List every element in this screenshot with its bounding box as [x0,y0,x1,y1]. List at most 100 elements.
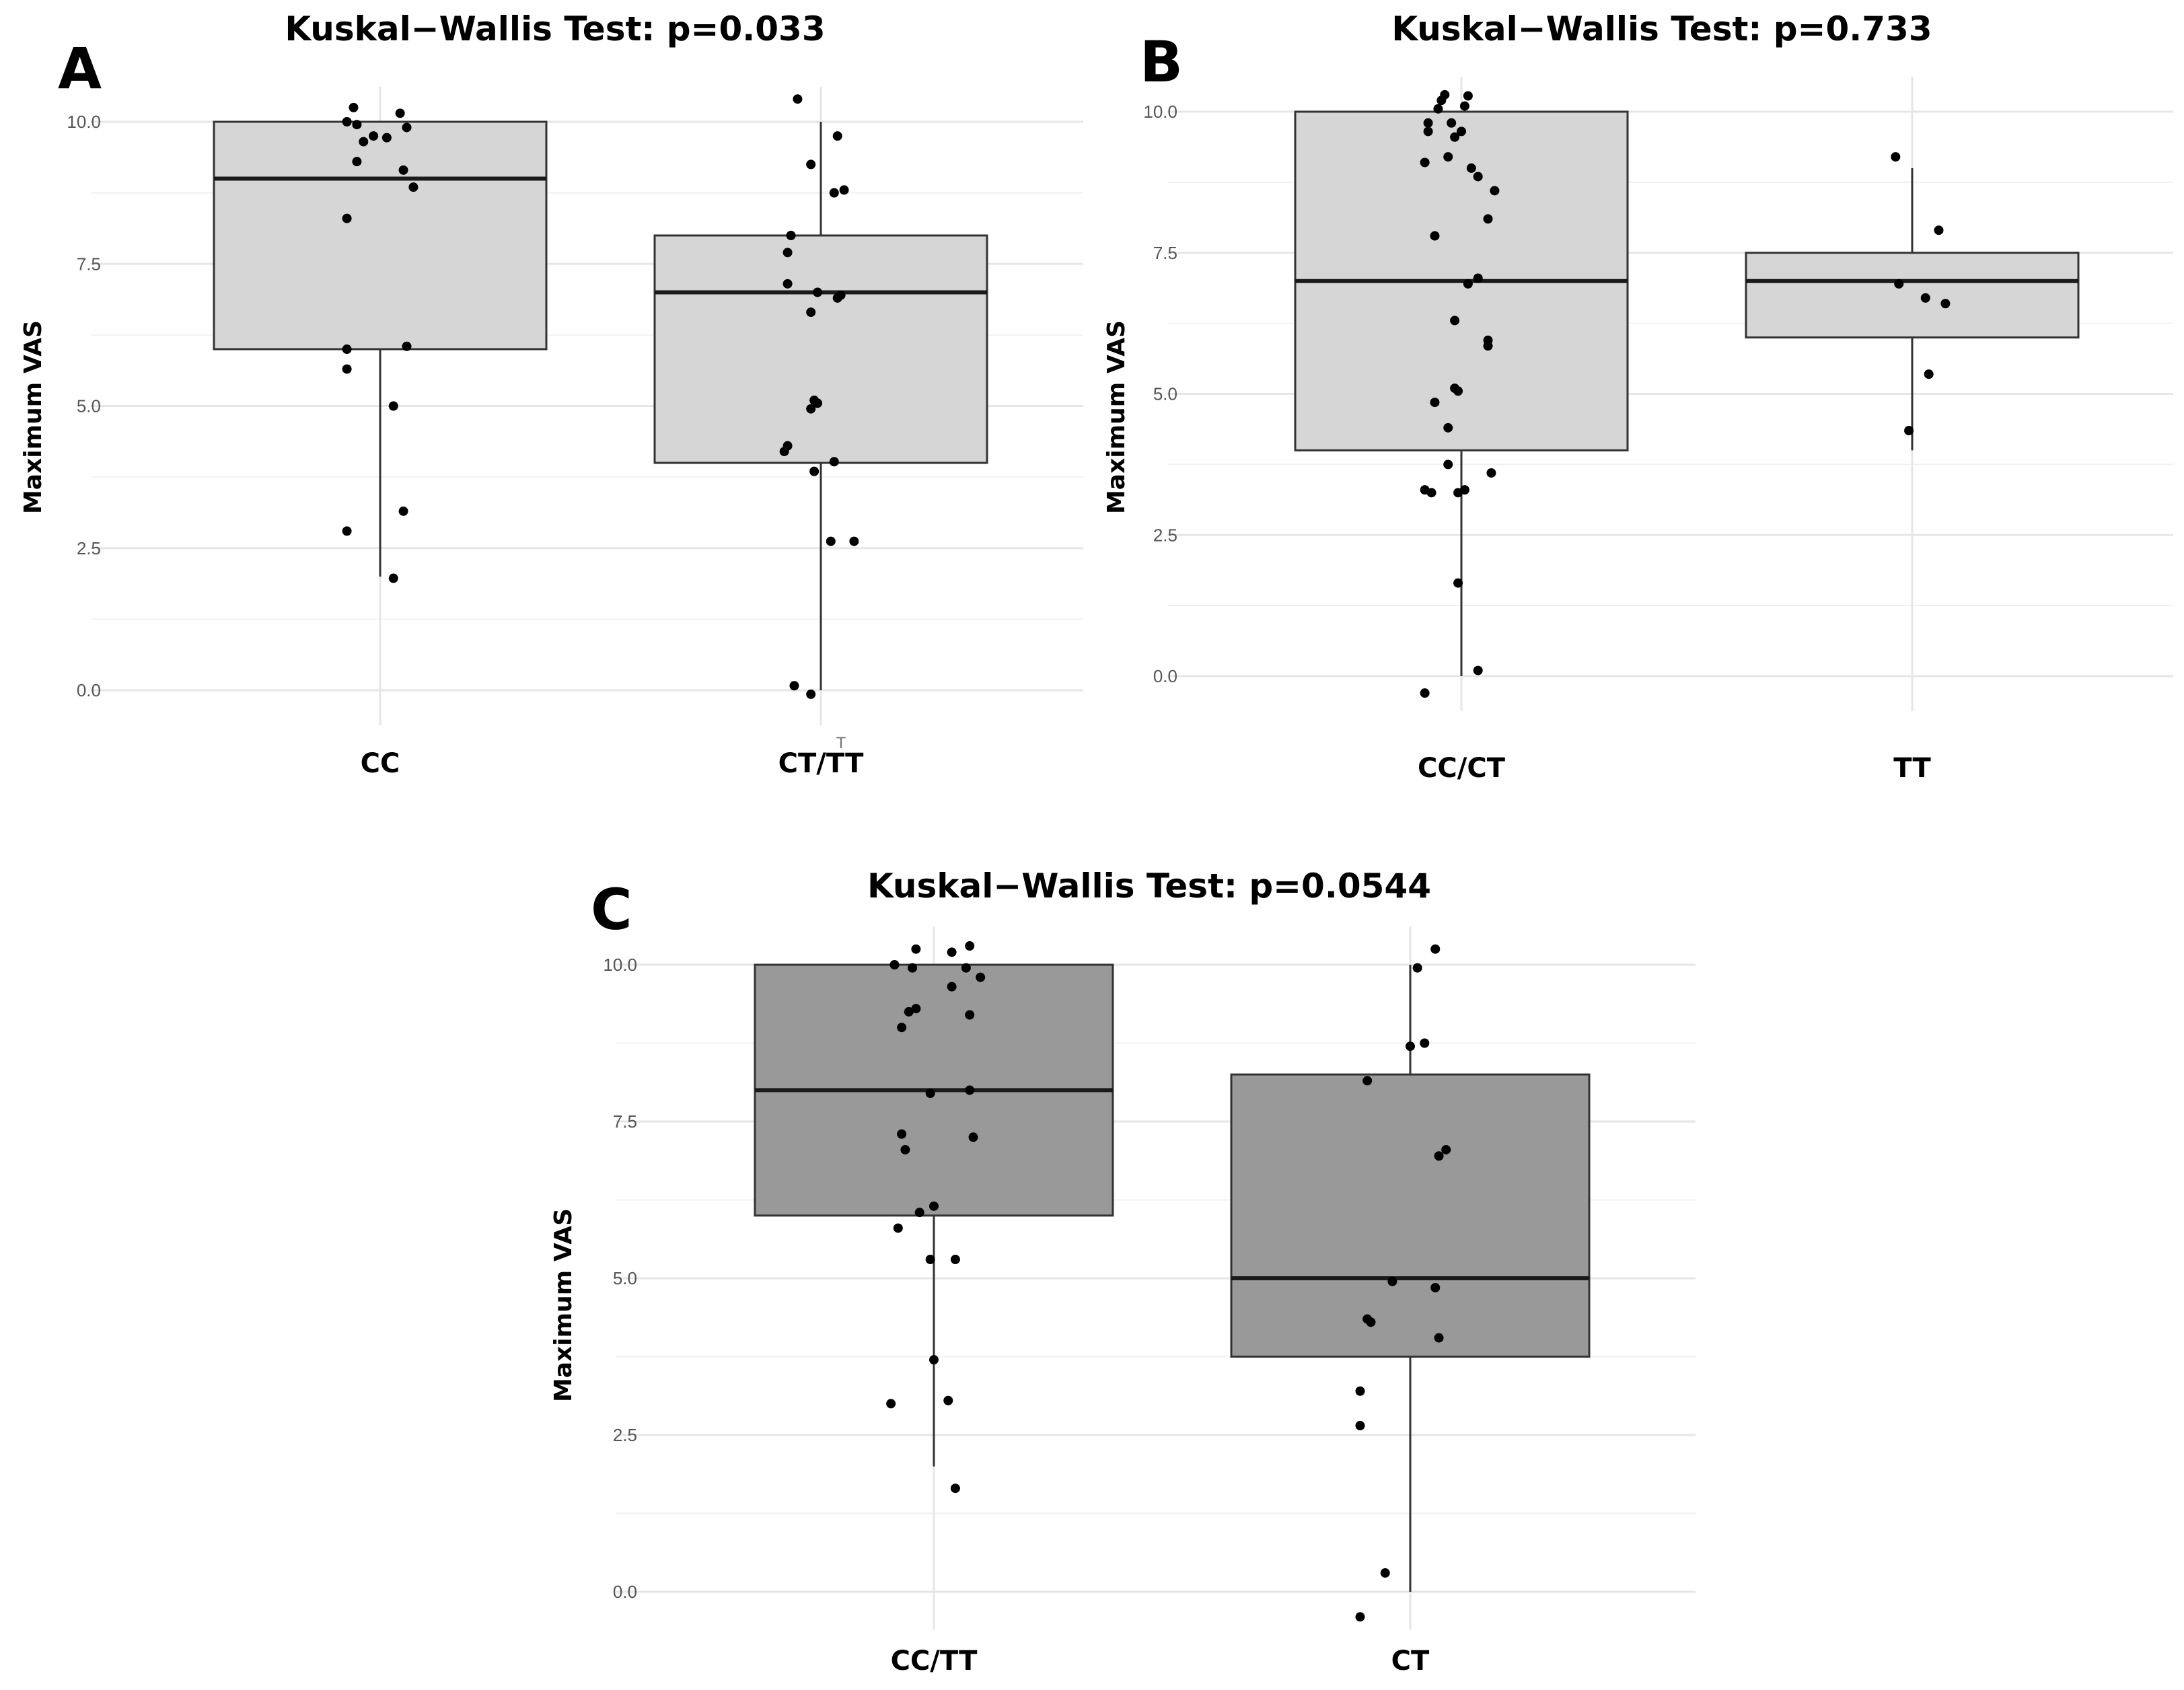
panel-c-cc-tt-data-point [965,1085,975,1095]
panel-a-annotation: T [836,734,846,752]
panel-a-ct-tt-data-point [813,287,823,297]
panel-a-cc-data-point [342,344,352,354]
panel-a-cc-data-point [388,573,398,583]
panel-a-ct-tt-data-point [806,404,816,414]
panel-b-y-tick-label: 7.5 [1153,243,1177,263]
panel-c-title: Kuskal−Wallis Test: p=0.0544 [867,867,1432,906]
panel-a-ct-tt-data-point [806,307,816,318]
panel-b-cc-ct-data-point [1423,126,1433,137]
panel-b-x-category-label: TT [1893,753,1931,784]
panel-a-cc-data-point [388,401,398,411]
panel-b-tt-data-point [1891,152,1901,162]
panel-b-cc-ct-data-point [1483,341,1493,351]
panel-b-y-tick-label: 10.0 [1143,102,1177,122]
panel-a-y-tick-label: 10.0 [67,112,101,132]
panel-b-cc-ct-data-point [1483,214,1493,224]
panel-a-y-tick-label: 2.5 [77,538,101,558]
panel-a-cc-data-point [342,526,352,536]
panel-a-x-category-label: CT/TT [778,748,864,779]
panel-c-ct-data-point [1441,1144,1451,1154]
panel-b-tt-data-point [1924,369,1934,379]
panel-c-ct-data-point [1387,1276,1397,1286]
panel-b-cc-ct-data-point [1453,488,1463,498]
panel-a-ct-tt-data-point [839,185,849,195]
panel-a-ct-tt-data-point [849,536,859,546]
panel-c-cc-tt-data-point [950,1483,960,1494]
panel-b-cc-ct-data-point [1486,468,1496,478]
panel-c-ct-data-point [1366,1317,1376,1327]
panel-b-plot: 0.0 2.5 5.0 7.5 10.0 CC/CT TT [1143,77,2173,784]
panel-c-cc-tt-data-point [911,944,921,954]
panel-a-ct-tt-data-point [789,681,799,691]
panel-b-cc-ct-data-point [1459,101,1469,111]
panel-a-ct-tt-data-point [809,466,820,476]
panel-a-cc-data-point [349,102,359,112]
panel-a-cc-data-point [342,117,352,126]
panel-c-plot: 0.0 2.5 5.0 7.5 10.0 CC/TT CT [603,926,1696,1677]
panel-c-cc-tt-data-point [893,1223,903,1233]
panel-a-cc-data-point [381,133,392,143]
panel-a-ct-tt-box [653,234,988,464]
panel-c-cc-tt-data-point [925,1089,935,1099]
panel-c-y-tick-label: 5.0 [613,1268,637,1288]
panel-b-y-tick-label: 2.5 [1153,525,1177,545]
panel-c-cc-tt-data-point [965,1010,975,1020]
panel-c-cc-tt-data-point [947,947,957,957]
panel-c: C Kuskal−Wallis Test: p=0.0544 Maximum V… [0,794,2184,1690]
panel-b-cc-ct-data-point [1430,398,1440,408]
panel-a-cc-data-point [402,341,412,351]
panel-c-ct-data-point [1420,1038,1430,1048]
panel-b-cc-ct-data-point [1430,231,1440,241]
panel-b-cc-ct-data-point [1453,386,1463,396]
panel-c-y-tick-label: 10.0 [603,955,637,975]
panel-c-ct-data-point [1434,1333,1444,1343]
panel-b-letter: B [1140,29,1184,95]
panel-a-cc-data-point [408,182,418,192]
panel-a-ct-tt-data-point [829,188,839,198]
panel-c-cc-tt-data-point [908,963,918,973]
panel-b-tt-data-point [1894,279,1904,289]
panel-b-cc-ct-data-point [1490,186,1500,196]
panel-c-ct-data-point [1412,963,1422,973]
panel-b-cc-ct-data-point [1433,104,1443,114]
panel-a-ct-tt-data-point [826,536,836,546]
panel-a-cc-data-point [342,213,352,223]
panel-b-tt-data-point [1904,426,1914,436]
panel-b-cc-ct-data-point [1426,488,1436,498]
panel-c-cc-tt-data-point [968,1132,978,1142]
panel-c-cc-tt-data-point [889,960,900,969]
panel-b-cc-ct-data-point [1450,316,1460,326]
panel-b: B Kuskal−Wallis Test: p=0.733 Maximum VA… [1090,0,2184,794]
panel-c-cc-tt-data-point [925,1255,935,1265]
panel-a-cc-data-point [398,165,408,175]
panel-a-y-tick-label: 7.5 [77,254,101,274]
panel-a-plot: 0.0 2.5 5.0 7.5 10.0 CC CT/TTT [67,86,1083,779]
panel-c-y-tick-label: 2.5 [613,1425,637,1445]
panel-b-tt-data-point [1934,225,1944,235]
panel-b-cc-ct-data-point [1450,132,1460,142]
panel-c-ct-box [1230,1073,1591,1358]
panel-a-y-tick-label: 0.0 [77,680,101,700]
panel-c-ct-data-point [1355,1421,1365,1431]
panel-a-cc-data-point [352,120,362,130]
panel-a-ct-tt-data-point [786,231,796,240]
panel-a-letter: A [58,36,102,102]
panel-c-cc-tt-data-point [914,1208,924,1218]
panel-c-cc-tt-data-point [961,963,971,973]
panel-c-ct-data-point [1430,944,1441,954]
panel-c-letter: C [591,877,632,943]
panel-c-cc-tt-data-point [904,1006,914,1017]
panel-b-cc-ct-data-point [1423,118,1433,128]
panel-b-cc-ct-data-point [1443,152,1453,162]
panel-c-ct-data-point [1430,1282,1441,1292]
panel-c-ct-data-point [1355,1386,1365,1396]
panel-b-cc-ct-data-point [1447,118,1457,128]
panel-a-ct-tt-data-point [806,159,816,170]
panel-c-cc-tt-data-point [900,1144,910,1154]
panel-b-cc-ct-data-point [1453,578,1463,588]
panel-a-title: Kuskal−Wallis Test: p=0.033 [285,9,826,48]
panel-b-cc-ct-data-point [1473,665,1483,675]
panel-b-tt-data-point [1940,299,1951,309]
panel-a: A Kuskal−Wallis Test: p=0.033 Maximum VA… [0,0,1090,794]
panel-c-cc-tt-data-point [965,941,975,951]
